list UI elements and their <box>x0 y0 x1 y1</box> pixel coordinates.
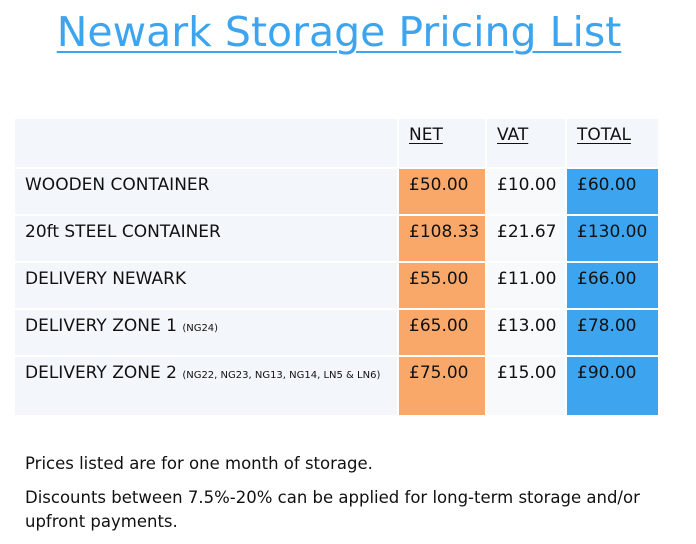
item-name: DELIVERY ZONE 2 <box>25 363 177 383</box>
table-row: DELIVERY NEWARK £55.00 £11.00 £66.00 <box>15 263 658 310</box>
header-total: TOTAL <box>567 119 658 167</box>
vat-cell: £21.67 <box>487 216 567 261</box>
note-paragraph: Discounts between 7.5%-20% can be applie… <box>25 488 640 531</box>
item-cell: DELIVERY ZONE 2 (NG22, NG23, NG13, NG14,… <box>15 357 399 415</box>
header-vat: VAT <box>487 119 567 167</box>
net-cell: £55.00 <box>399 263 487 308</box>
header-net: NET <box>399 119 487 167</box>
item-note: (NG24) <box>182 323 219 334</box>
notes: Prices listed are for one month of stora… <box>25 452 675 544</box>
header-total-label: TOTAL <box>577 125 631 145</box>
table-row: WOODEN CONTAINER £50.00 £10.00 £60.00 <box>15 169 658 216</box>
vat-cell: £10.00 <box>487 169 567 214</box>
vat-cell: £11.00 <box>487 263 567 308</box>
total-cell: £130.00 <box>567 216 658 261</box>
item-name: DELIVERY ZONE 1 <box>25 316 177 336</box>
total-cell: £90.00 <box>567 357 658 415</box>
item-cell: WOODEN CONTAINER <box>15 169 399 214</box>
total-cell: £78.00 <box>567 310 658 355</box>
total-cell: £60.00 <box>567 169 658 214</box>
pricing-table: NET VAT TOTAL WOODEN CONTAINER £50.00 £1… <box>15 119 658 415</box>
net-cell: £50.00 <box>399 169 487 214</box>
table-row: 20ft STEEL CONTAINER £108.33 £21.67 £130… <box>15 216 658 263</box>
item-cell: 20ft STEEL CONTAINER <box>15 216 399 261</box>
vat-cell: £15.00 <box>487 357 567 415</box>
header-item <box>15 119 399 167</box>
net-cell: £108.33 <box>399 216 487 261</box>
item-note: (NG22, NG23, NG13, NG14, LN5 & LN6) <box>182 370 381 381</box>
net-cell: £75.00 <box>399 357 487 415</box>
page-title: Newark Storage Pricing List <box>56 8 622 56</box>
item-name: WOODEN CONTAINER <box>25 175 210 195</box>
item-cell: DELIVERY ZONE 1 (NG24) <box>15 310 399 355</box>
total-cell: £66.00 <box>567 263 658 308</box>
vat-cell: £13.00 <box>487 310 567 355</box>
table-header-row: NET VAT TOTAL <box>15 119 658 169</box>
table-row: DELIVERY ZONE 2 (NG22, NG23, NG13, NG14,… <box>15 357 658 415</box>
item-name: DELIVERY NEWARK <box>25 269 187 289</box>
header-net-label: NET <box>409 125 443 145</box>
item-name: 20ft STEEL CONTAINER <box>25 222 221 242</box>
header-vat-label: VAT <box>497 125 529 145</box>
item-cell: DELIVERY NEWARK <box>15 263 399 308</box>
net-cell: £65.00 <box>399 310 487 355</box>
table-row: DELIVERY ZONE 1 (NG24) £65.00 £13.00 £78… <box>15 310 658 357</box>
note-paragraph: Prices listed are for one month of stora… <box>25 454 373 473</box>
